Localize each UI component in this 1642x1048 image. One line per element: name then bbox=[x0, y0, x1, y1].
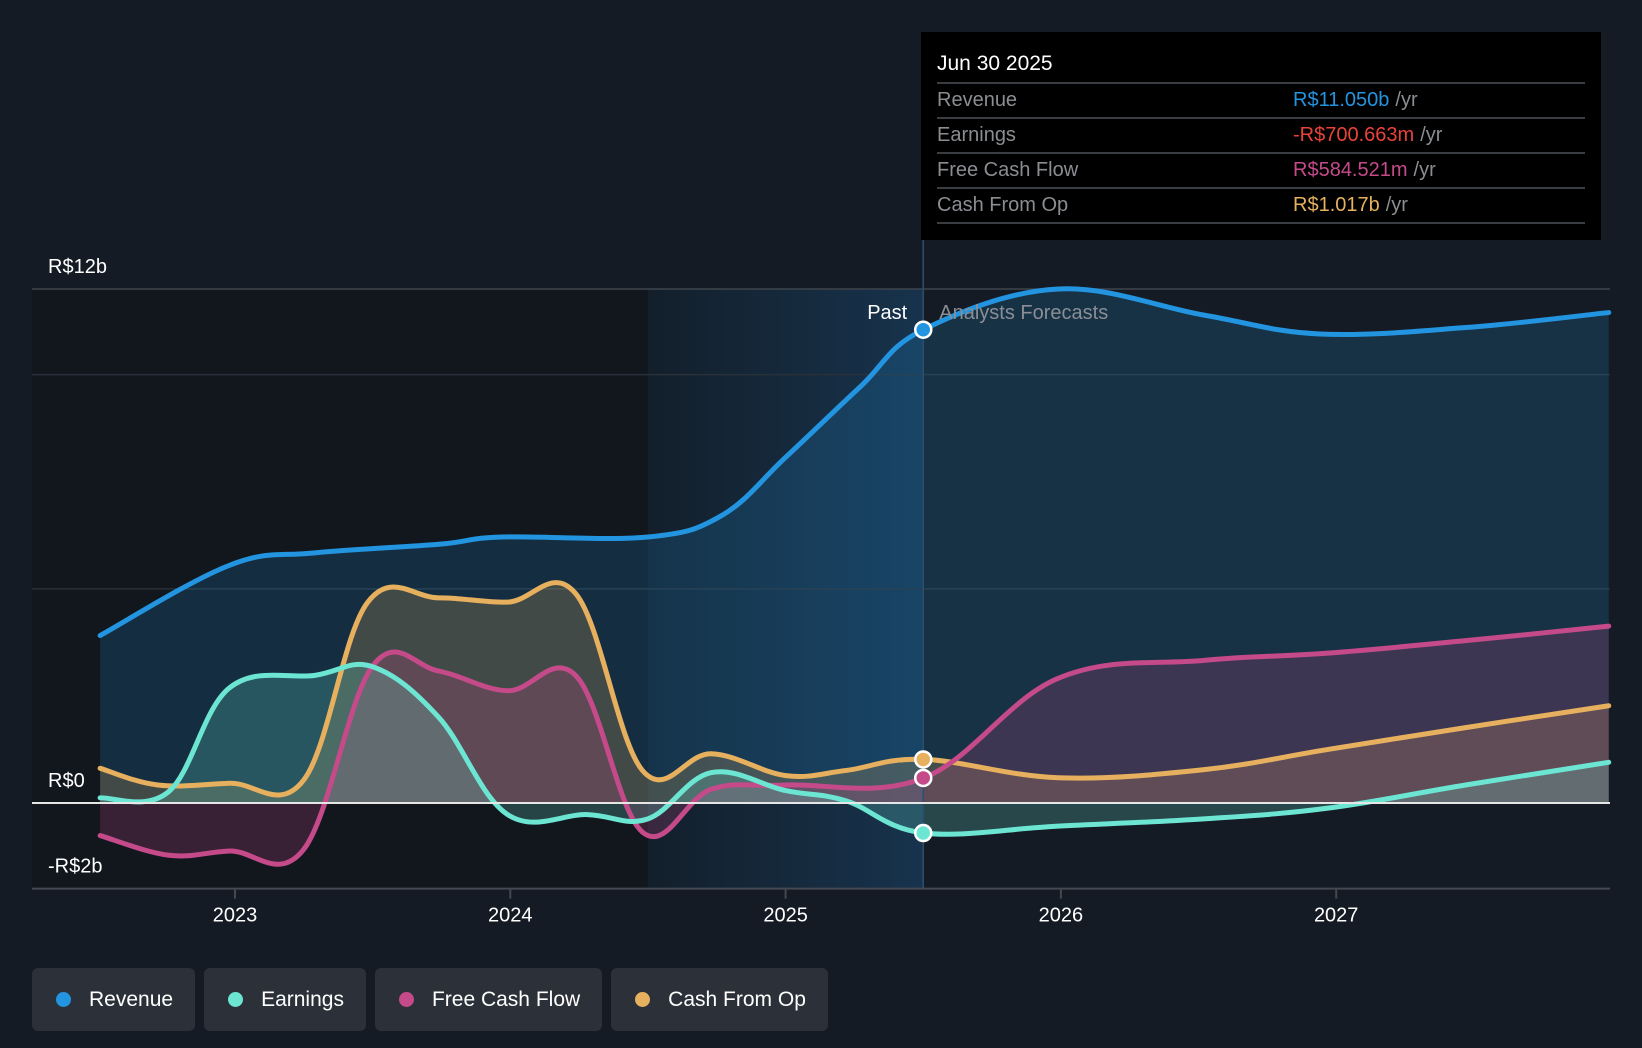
tooltip-label: Revenue bbox=[937, 89, 1018, 111]
x-tick-label: 2025 bbox=[763, 905, 808, 927]
gridlines bbox=[32, 288, 1610, 590]
y-tick-label: R$0 bbox=[48, 770, 85, 792]
earnings-marker bbox=[914, 823, 933, 843]
cash-from-op-marker bbox=[914, 750, 933, 769]
y-tick-label: -R$2b bbox=[48, 856, 102, 878]
tooltip-unit: /yr bbox=[1413, 159, 1436, 181]
legend-label: Earnings bbox=[261, 987, 344, 1011]
tooltip-row-revenue: Revenue R$11.050b /yr bbox=[937, 84, 1585, 119]
tooltip-row-cash-from-op: Cash From Op R$1.017b /yr bbox=[937, 189, 1585, 224]
tooltip-value: R$584.521m bbox=[1293, 159, 1408, 181]
legend-label: Cash From Op bbox=[668, 987, 806, 1011]
tooltip: Jun 30 2025 Revenue R$11.050b /yr Earnin… bbox=[921, 32, 1601, 240]
x-ticks: 2023 2024 2025 2026 2027 bbox=[213, 888, 1359, 927]
earnings-area bbox=[100, 664, 1609, 835]
tooltip-unit: /yr bbox=[1385, 194, 1408, 216]
series-lines bbox=[97, 286, 1612, 867]
earnings-dot-icon bbox=[228, 992, 244, 1007]
legend: Revenue Earnings Free Cash Flow Cash Fro… bbox=[32, 968, 828, 1031]
tooltip-unit: /yr bbox=[1420, 124, 1443, 146]
tooltip-row-free-cash-flow: Free Cash Flow R$584.521m /yr bbox=[937, 154, 1585, 189]
tooltip-row-earnings: Earnings -R$700.663m /yr bbox=[937, 119, 1585, 154]
past-label: Past bbox=[867, 302, 907, 324]
legend-item-earnings[interactable]: Earnings bbox=[204, 968, 366, 1031]
tooltip-label: Cash From Op bbox=[937, 194, 1069, 216]
cash-from-op-dot-icon bbox=[635, 992, 651, 1007]
legend-item-free-cash-flow[interactable]: Free Cash Flow bbox=[374, 968, 603, 1031]
tooltip-value: -R$700.663m bbox=[1293, 124, 1415, 146]
revenue-marker bbox=[914, 320, 933, 339]
today-markers bbox=[914, 320, 933, 843]
tooltip-label: Free Cash Flow bbox=[937, 159, 1079, 181]
legend-label: Free Cash Flow bbox=[431, 987, 581, 1011]
tooltip-value: R$1.017b bbox=[1293, 194, 1380, 216]
cash-from-op-area bbox=[100, 582, 1609, 803]
tooltip-date: Jun 30 2025 bbox=[937, 46, 1585, 84]
revenue-line bbox=[97, 286, 1612, 639]
cash-from-op-line bbox=[97, 580, 1612, 798]
x-tick-label: 2023 bbox=[213, 905, 258, 927]
legend-label: Revenue bbox=[89, 987, 174, 1011]
tooltip-value: R$11.050b bbox=[1293, 89, 1390, 111]
x-tick-label: 2027 bbox=[1314, 905, 1359, 927]
x-tick-label: 2024 bbox=[488, 905, 533, 927]
free-cash-flow-dot-icon bbox=[398, 992, 414, 1007]
y-tick-label: R$12b bbox=[48, 256, 107, 278]
free-cash-flow-marker bbox=[914, 768, 933, 788]
y-ticks: R$12b R$0 -R$2b bbox=[48, 256, 107, 878]
revenue-dot-icon bbox=[56, 992, 71, 1007]
x-tick-label: 2026 bbox=[1039, 905, 1084, 927]
legend-item-cash-from-op[interactable]: Cash From Op bbox=[611, 968, 828, 1031]
tooltip-label: Earnings bbox=[937, 124, 1016, 146]
legend-item-revenue[interactable]: Revenue bbox=[32, 968, 196, 1031]
forecast-label: Analysts Forecasts bbox=[939, 302, 1108, 324]
revenue-area bbox=[100, 288, 1609, 803]
free-cash-flow-line bbox=[97, 623, 1612, 867]
tooltip-unit: /yr bbox=[1395, 89, 1418, 111]
earnings-line bbox=[97, 661, 1612, 837]
